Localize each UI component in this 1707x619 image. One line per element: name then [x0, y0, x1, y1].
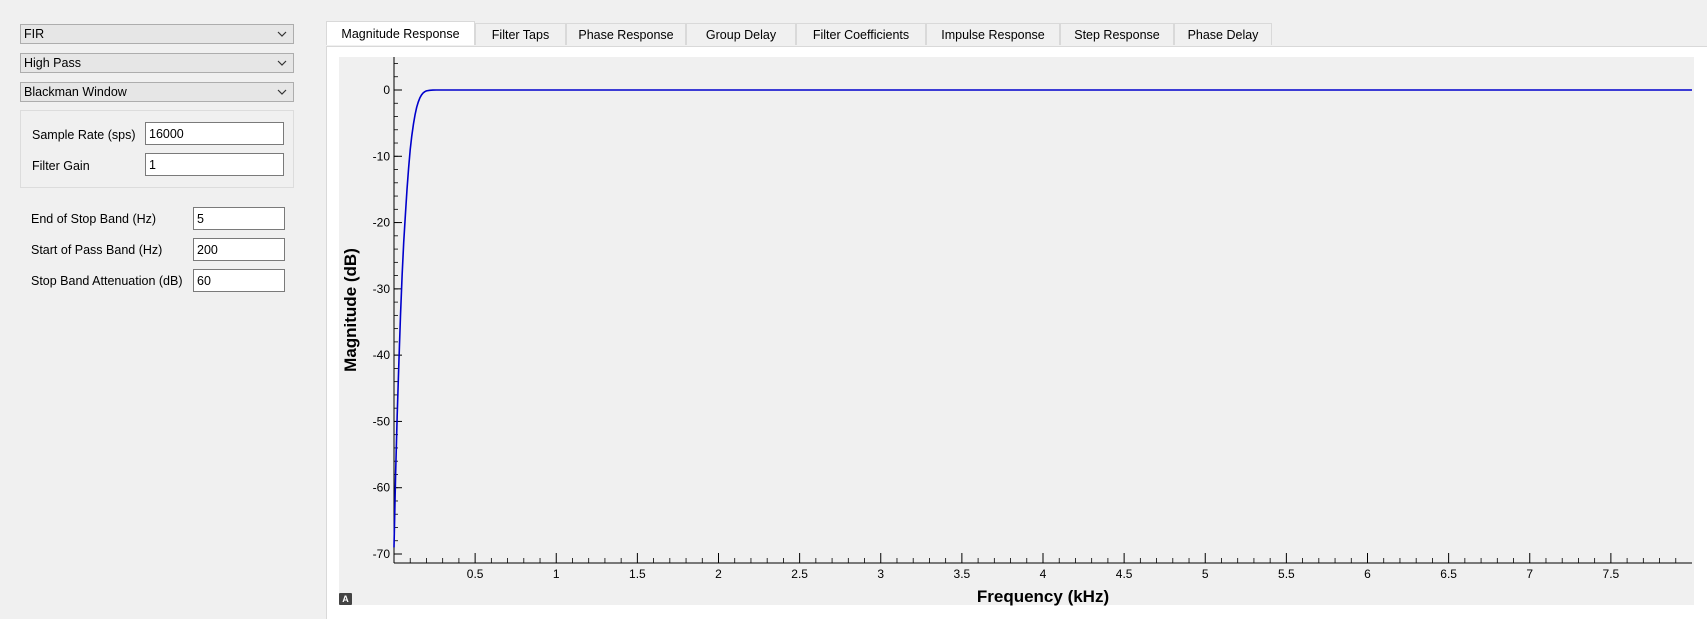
plot-canvas	[339, 57, 1694, 605]
tab-filter-coefficients[interactable]: Filter Coefficients	[796, 23, 926, 45]
filter-gain-label: Filter Gain	[32, 159, 90, 173]
magnitude-response-line	[393, 89, 1692, 548]
y-tick-label: -30	[373, 282, 391, 296]
chevron-down-icon	[277, 89, 287, 95]
x-tick-label: 2.5	[791, 567, 808, 581]
filter-gain-input[interactable]	[145, 153, 284, 176]
tab-impulse-response[interactable]: Impulse Response	[926, 23, 1060, 45]
x-tick-label: 5.5	[1278, 567, 1295, 581]
y-tick-label: -40	[373, 348, 391, 362]
stop-band-atten-input[interactable]	[193, 269, 285, 292]
params-group	[20, 110, 294, 188]
y-tick-label: -50	[373, 414, 391, 428]
x-tick-label: 3.5	[954, 567, 971, 581]
filter-type-select[interactable]: FIR	[20, 24, 294, 44]
y-axis-title: Magnitude (dB)	[341, 248, 360, 372]
stop-band-end-label: End of Stop Band (Hz)	[31, 212, 157, 226]
tab-step-response[interactable]: Step Response	[1060, 23, 1174, 45]
stop-band-end-input[interactable]	[193, 207, 285, 230]
x-tick-label: 2	[715, 567, 722, 581]
tab-phase-delay[interactable]: Phase Delay	[1174, 23, 1272, 45]
tab-filter-taps[interactable]: Filter Taps	[475, 23, 566, 45]
y-tick-label: -10	[373, 149, 391, 163]
filter-type-value: FIR	[24, 27, 45, 41]
y-tick-label: -70	[373, 547, 391, 561]
tab-magnitude-response[interactable]: Magnitude Response	[326, 21, 475, 45]
x-tick-label: 7.5	[1603, 567, 1620, 581]
pass-band-start-input[interactable]	[193, 238, 285, 261]
x-tick-label: 5	[1202, 567, 1209, 581]
window-type-value: Blackman Window	[24, 85, 127, 99]
tab-phase-response[interactable]: Phase Response	[566, 23, 686, 45]
tab-group-delay[interactable]: Group Delay	[686, 23, 796, 45]
x-tick-label: 6.5	[1440, 567, 1457, 581]
autoscale-button[interactable]: A	[339, 593, 352, 605]
sample-rate-label: Sample Rate (sps)	[32, 128, 136, 142]
x-tick-label: 4.5	[1116, 567, 1133, 581]
chevron-down-icon	[277, 31, 287, 37]
response-type-value: High Pass	[24, 56, 81, 70]
response-type-select[interactable]: High Pass	[20, 53, 294, 73]
x-tick-label: 3	[877, 567, 884, 581]
y-tick-label: -20	[373, 216, 391, 230]
x-tick-label: 0.5	[467, 567, 484, 581]
y-tick-label: 0	[383, 83, 390, 97]
x-tick-label: 7	[1526, 567, 1533, 581]
x-tick-label: 1.5	[629, 567, 646, 581]
x-tick-label: 1	[553, 567, 560, 581]
chevron-down-icon	[277, 60, 287, 66]
y-tick-label: -60	[373, 481, 391, 495]
window-type-select[interactable]: Blackman Window	[20, 82, 294, 102]
x-tick-label: 4	[1040, 567, 1047, 581]
x-axis-title: Frequency (kHz)	[977, 587, 1109, 606]
x-tick-label: 6	[1364, 567, 1371, 581]
sample-rate-input[interactable]	[145, 122, 284, 145]
pass-band-start-label: Start of Pass Band (Hz)	[31, 243, 163, 257]
stop-band-atten-label: Stop Band Attenuation (dB)	[31, 274, 183, 288]
